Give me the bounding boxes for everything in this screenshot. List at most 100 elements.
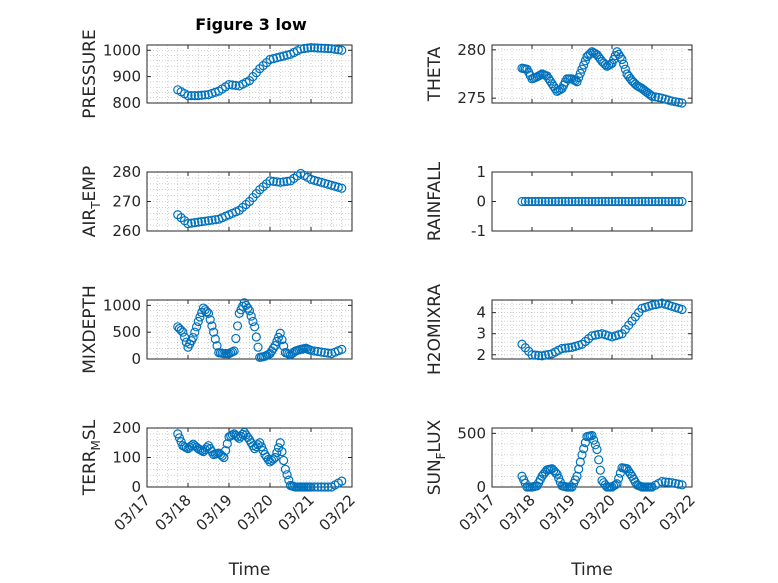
y-tick-label: 275 <box>457 89 486 107</box>
y-tick-label: 900 <box>112 68 141 86</box>
data-point <box>527 350 537 360</box>
data-point <box>667 478 677 488</box>
data-point <box>657 477 667 487</box>
data-point <box>313 346 323 357</box>
y-axis-label: THETA <box>425 46 445 102</box>
y-tick-label: 4 <box>476 304 486 322</box>
data-point <box>647 300 657 310</box>
data-point <box>323 482 333 492</box>
data-point <box>579 444 589 454</box>
data-point <box>594 329 604 340</box>
data-point <box>557 196 567 207</box>
data-point <box>577 196 587 207</box>
y-axis-label: RAINFALL <box>425 161 445 241</box>
data-point <box>207 215 217 225</box>
data-point <box>277 447 287 457</box>
x-tick-label: 03/22 <box>316 491 359 534</box>
y-tick-label: 1 <box>476 163 486 181</box>
data-point <box>323 43 333 54</box>
data-point <box>660 196 670 207</box>
data-point <box>246 311 256 321</box>
data-point <box>231 80 241 91</box>
data-point <box>296 44 306 54</box>
data-point <box>570 76 580 86</box>
y-tick-label: 0 <box>476 193 486 211</box>
data-point <box>306 345 316 356</box>
data-point <box>275 177 285 187</box>
data-point <box>279 177 289 187</box>
data-point <box>620 196 630 207</box>
data-point <box>306 43 316 53</box>
y-tick-label: 500 <box>457 424 486 442</box>
data-points <box>517 298 687 361</box>
data-point <box>537 196 547 207</box>
x-tick-label: 03/19 <box>536 491 579 534</box>
data-point <box>220 446 231 456</box>
data-point <box>248 316 258 327</box>
data-point <box>614 196 624 207</box>
y-axis-label-tail: EMP <box>80 166 100 202</box>
data-point <box>645 90 655 100</box>
x-tick-label: 03/20 <box>576 491 619 534</box>
data-point <box>647 196 657 207</box>
data-point <box>316 347 326 357</box>
data-point <box>617 54 627 65</box>
data-point <box>517 196 527 207</box>
data-point <box>253 342 263 352</box>
data-point <box>207 321 217 331</box>
data-point <box>210 215 220 225</box>
y-axis-label-main: TERR <box>80 450 100 496</box>
data-point <box>193 316 203 327</box>
data-point <box>677 480 687 490</box>
data-point <box>617 196 627 207</box>
data-point <box>209 327 219 337</box>
data-point <box>584 196 594 207</box>
data-point <box>275 438 285 448</box>
data-point <box>320 43 330 53</box>
data-point <box>582 51 592 62</box>
data-point <box>607 196 617 207</box>
x-tick-label: 03/18 <box>152 491 195 534</box>
data-point <box>243 303 253 313</box>
x-tick-label: 03/19 <box>193 491 236 534</box>
data-point <box>279 341 289 351</box>
data-point <box>190 327 200 337</box>
y-axis-label: H2OMIXRA <box>425 284 445 375</box>
axes-air: 260 270 280 AIRTEMP <box>80 163 353 240</box>
data-point <box>590 196 600 207</box>
data-point <box>637 196 647 207</box>
data-point <box>524 196 534 207</box>
data-point <box>610 196 620 207</box>
y-tick-label: -1 <box>471 222 486 240</box>
y-axis-label: AIRTEMP <box>80 166 103 237</box>
data-point <box>595 465 605 475</box>
data-point <box>534 350 544 361</box>
data-point <box>195 312 205 322</box>
data-point <box>193 91 203 101</box>
y-axis-label-tail: SL <box>80 419 100 440</box>
data-point <box>232 432 243 442</box>
data-point <box>190 91 200 101</box>
data-point <box>265 54 275 65</box>
data-point <box>564 343 574 353</box>
data-point <box>627 76 637 86</box>
y-tick-label: 2 <box>476 346 486 364</box>
data-point <box>627 196 637 207</box>
grid-lines <box>492 45 692 103</box>
data-point <box>265 176 275 186</box>
data-point <box>670 196 680 207</box>
data-point <box>537 351 547 361</box>
x-tick-label: 03/20 <box>234 491 277 534</box>
data-point <box>650 92 660 102</box>
data-point <box>612 479 622 489</box>
data-point <box>574 196 584 207</box>
data-point <box>190 218 200 228</box>
data-point <box>197 217 207 227</box>
data-point <box>337 344 347 354</box>
data-point <box>650 196 660 207</box>
data-point <box>227 80 238 90</box>
data-point <box>564 196 574 207</box>
x-tick-label: 03/17 <box>111 491 154 534</box>
